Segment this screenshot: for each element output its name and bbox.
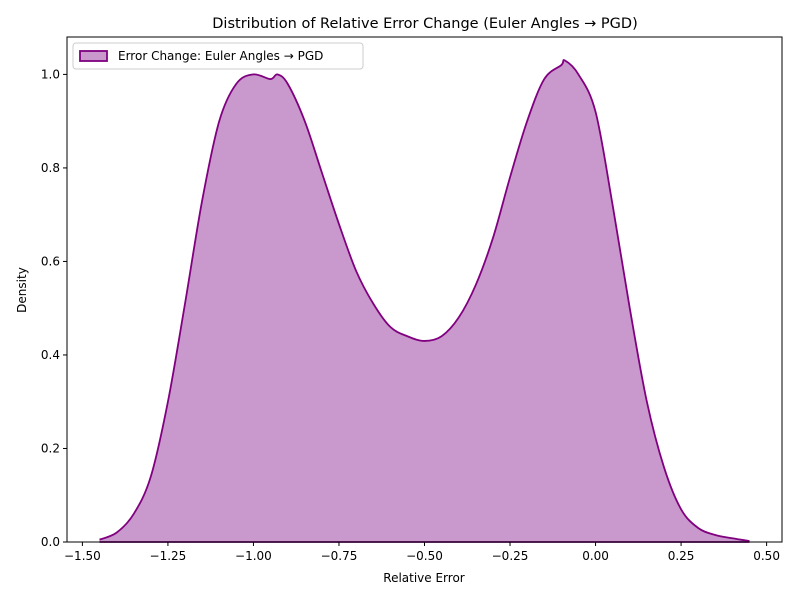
y-tick-label: 0.6 [41,254,60,268]
y-tick-label: 0.2 [41,441,60,455]
x-tick-label: −0.25 [492,549,529,563]
density-area-0 [99,59,750,543]
y-tick-label: 0.4 [41,348,60,362]
y-axis: 0.0 0.2 0.4 0.6 0.8 1.0 [41,67,67,549]
plot-frame [66,36,783,543]
plot-area [99,59,750,543]
legend-swatch [79,50,108,62]
legend-box [72,42,364,70]
x-tick-label: 0.00 [582,549,609,563]
x-tick-label: −0.75 [321,549,358,563]
x-tick-label: 0.50 [753,549,780,563]
x-tick-label: −1.25 [150,549,187,563]
x-tick-label: −0.50 [406,549,443,563]
y-tick-label: 1.0 [41,67,60,81]
chart-title: Distribution of Relative Error Change (E… [212,16,637,32]
legend-label: Error Change: Euler Angles → PGD [118,49,323,63]
x-tick-label: −1.00 [235,549,272,563]
x-tick-label: −1.50 [64,549,101,563]
x-tick-label: 0.25 [668,549,695,563]
x-axis: −1.50 −1.25 −1.00 −0.75 −0.50 −0.25 0.00 0.25 0.… [64,542,780,563]
y-axis-label: Density [15,267,29,313]
density-line-0 [99,59,750,542]
y-tick-label: 0.0 [41,535,60,549]
y-tick-label: 0.8 [41,161,60,175]
x-axis-label: Relative Error [383,571,465,585]
legend: Error Change: Euler Angles → PGD [72,42,364,70]
